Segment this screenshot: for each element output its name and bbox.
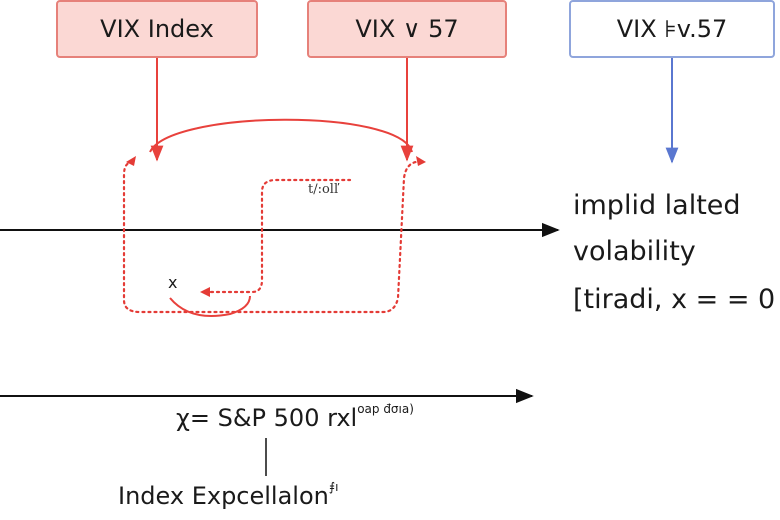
- index-caption-superscript: ⨎ı: [328, 480, 339, 494]
- dotted-inner-arrowhead: [200, 287, 210, 297]
- curve-x-annotation: x: [168, 273, 178, 292]
- vix-fv57-box[interactable]: VIX ⊧v.57: [569, 0, 775, 58]
- side-text-line-2: volability: [573, 236, 696, 267]
- dotted-outer-loop: [122, 160, 418, 314]
- dotted-right-arrowhead: [416, 156, 426, 166]
- vix-57-box-label: VIX ∨ 57: [355, 15, 459, 43]
- side-text-line-3: [tiradi, x = = 0: [573, 284, 776, 315]
- lower-axis-label-main: χ= S&P 500 rxl: [176, 404, 358, 432]
- side-text-line-1: implid lalted: [573, 190, 741, 221]
- lower-axis-label-superscript: oap đσıa): [357, 402, 414, 416]
- vix-index-box[interactable]: VIX Index: [56, 0, 258, 58]
- lower-axis-label: χ= S&P 500 rxloap đσıa): [176, 402, 414, 432]
- index-caption-main: Index Expcellalon: [118, 482, 329, 510]
- vix-index-box-label: VIX Index: [100, 15, 214, 43]
- dotted-left-arrowhead: [126, 156, 136, 166]
- curve-top-annotation: t/:olľ: [308, 182, 339, 197]
- bottom-red-bowl: [169, 295, 251, 317]
- vix-57-box[interactable]: VIX ∨ 57: [307, 0, 507, 58]
- top-red-arc: [149, 118, 413, 153]
- index-caption: Index Expcellalon⨎ı: [118, 480, 339, 510]
- vix-fv57-box-label: VIX ⊧v.57: [616, 15, 728, 43]
- dotted-inner-curve: [203, 178, 352, 294]
